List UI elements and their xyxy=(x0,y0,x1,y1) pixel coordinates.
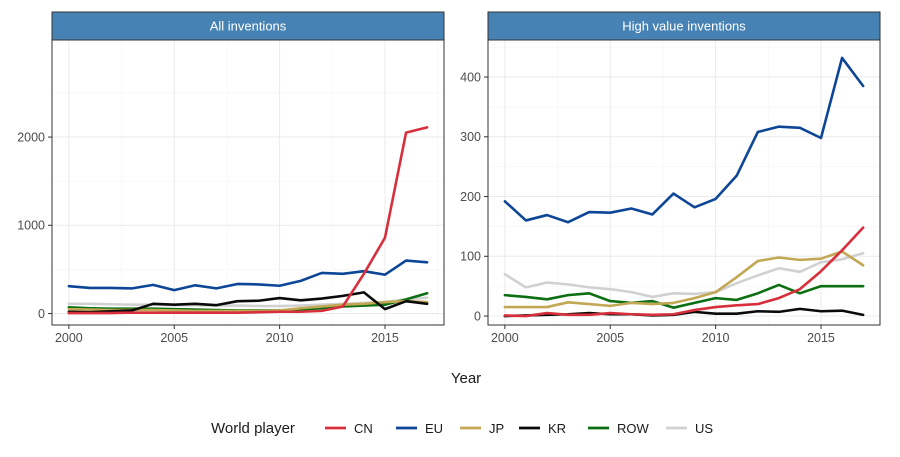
y-tick-label: 300 xyxy=(460,130,481,144)
x-tick-label: 2005 xyxy=(596,331,624,345)
y-tick-label: 0 xyxy=(474,309,481,323)
legend-item-eu: EU xyxy=(396,421,443,436)
legend-item-row: ROW xyxy=(588,421,650,436)
legend-item-kr: KR xyxy=(519,421,566,436)
series-line-us xyxy=(503,252,865,299)
legend-label-jp: JP xyxy=(489,421,504,436)
series-line-eu xyxy=(67,259,429,292)
panel-high-value-inventions: High value inventions 2000 2005 2010 2015 0 10… xyxy=(460,11,881,345)
series-line-cn xyxy=(67,126,429,315)
legend-item-cn: CN xyxy=(325,421,373,436)
x-tick-label: 2000 xyxy=(491,331,519,345)
series-line-row xyxy=(503,283,865,309)
legend-label-row: ROW xyxy=(617,421,650,436)
series-line-jp xyxy=(503,250,865,309)
series-line-kr xyxy=(67,291,429,314)
panel-strip xyxy=(487,11,881,41)
panel-border xyxy=(487,39,881,326)
legend: World player CN EU JP KR ROW US xyxy=(211,420,713,437)
panel-title: High value inventions xyxy=(622,19,746,34)
legend-label-cn: CN xyxy=(354,421,373,436)
y-tick-label: 100 xyxy=(460,250,481,264)
plot-background xyxy=(52,40,444,325)
legend-label-eu: EU xyxy=(425,421,443,436)
x-tick-label: 2010 xyxy=(702,331,730,345)
y-tick-label: 1000 xyxy=(17,219,45,233)
legend-label-us: US xyxy=(695,421,713,436)
series-line-cn xyxy=(503,226,865,318)
y-tick-label: 400 xyxy=(460,70,481,84)
y-tick-label: 200 xyxy=(460,190,481,204)
x-tick-label: 2015 xyxy=(371,331,399,345)
panel-strip xyxy=(51,11,445,41)
panel-all-inventions: All inventions 2000 2005 2010 2015 0 1000 2000 xyxy=(17,11,445,345)
series-line-eu xyxy=(503,56,865,224)
y-tick-label: 2000 xyxy=(17,130,45,144)
x-tick-label: 2000 xyxy=(55,331,83,345)
panel-title: All inventions xyxy=(210,19,287,34)
legend-label-kr: KR xyxy=(548,421,566,436)
panel-border xyxy=(51,39,445,326)
x-axis-title: Year xyxy=(451,370,481,387)
legend-title: World player xyxy=(211,420,295,437)
legend-item-us: US xyxy=(666,421,713,436)
x-tick-label: 2005 xyxy=(160,331,188,345)
x-tick-label: 2015 xyxy=(807,331,835,345)
legend-item-jp: JP xyxy=(460,421,504,436)
y-tick-label: 0 xyxy=(38,307,45,321)
x-tick-label: 2010 xyxy=(266,331,294,345)
